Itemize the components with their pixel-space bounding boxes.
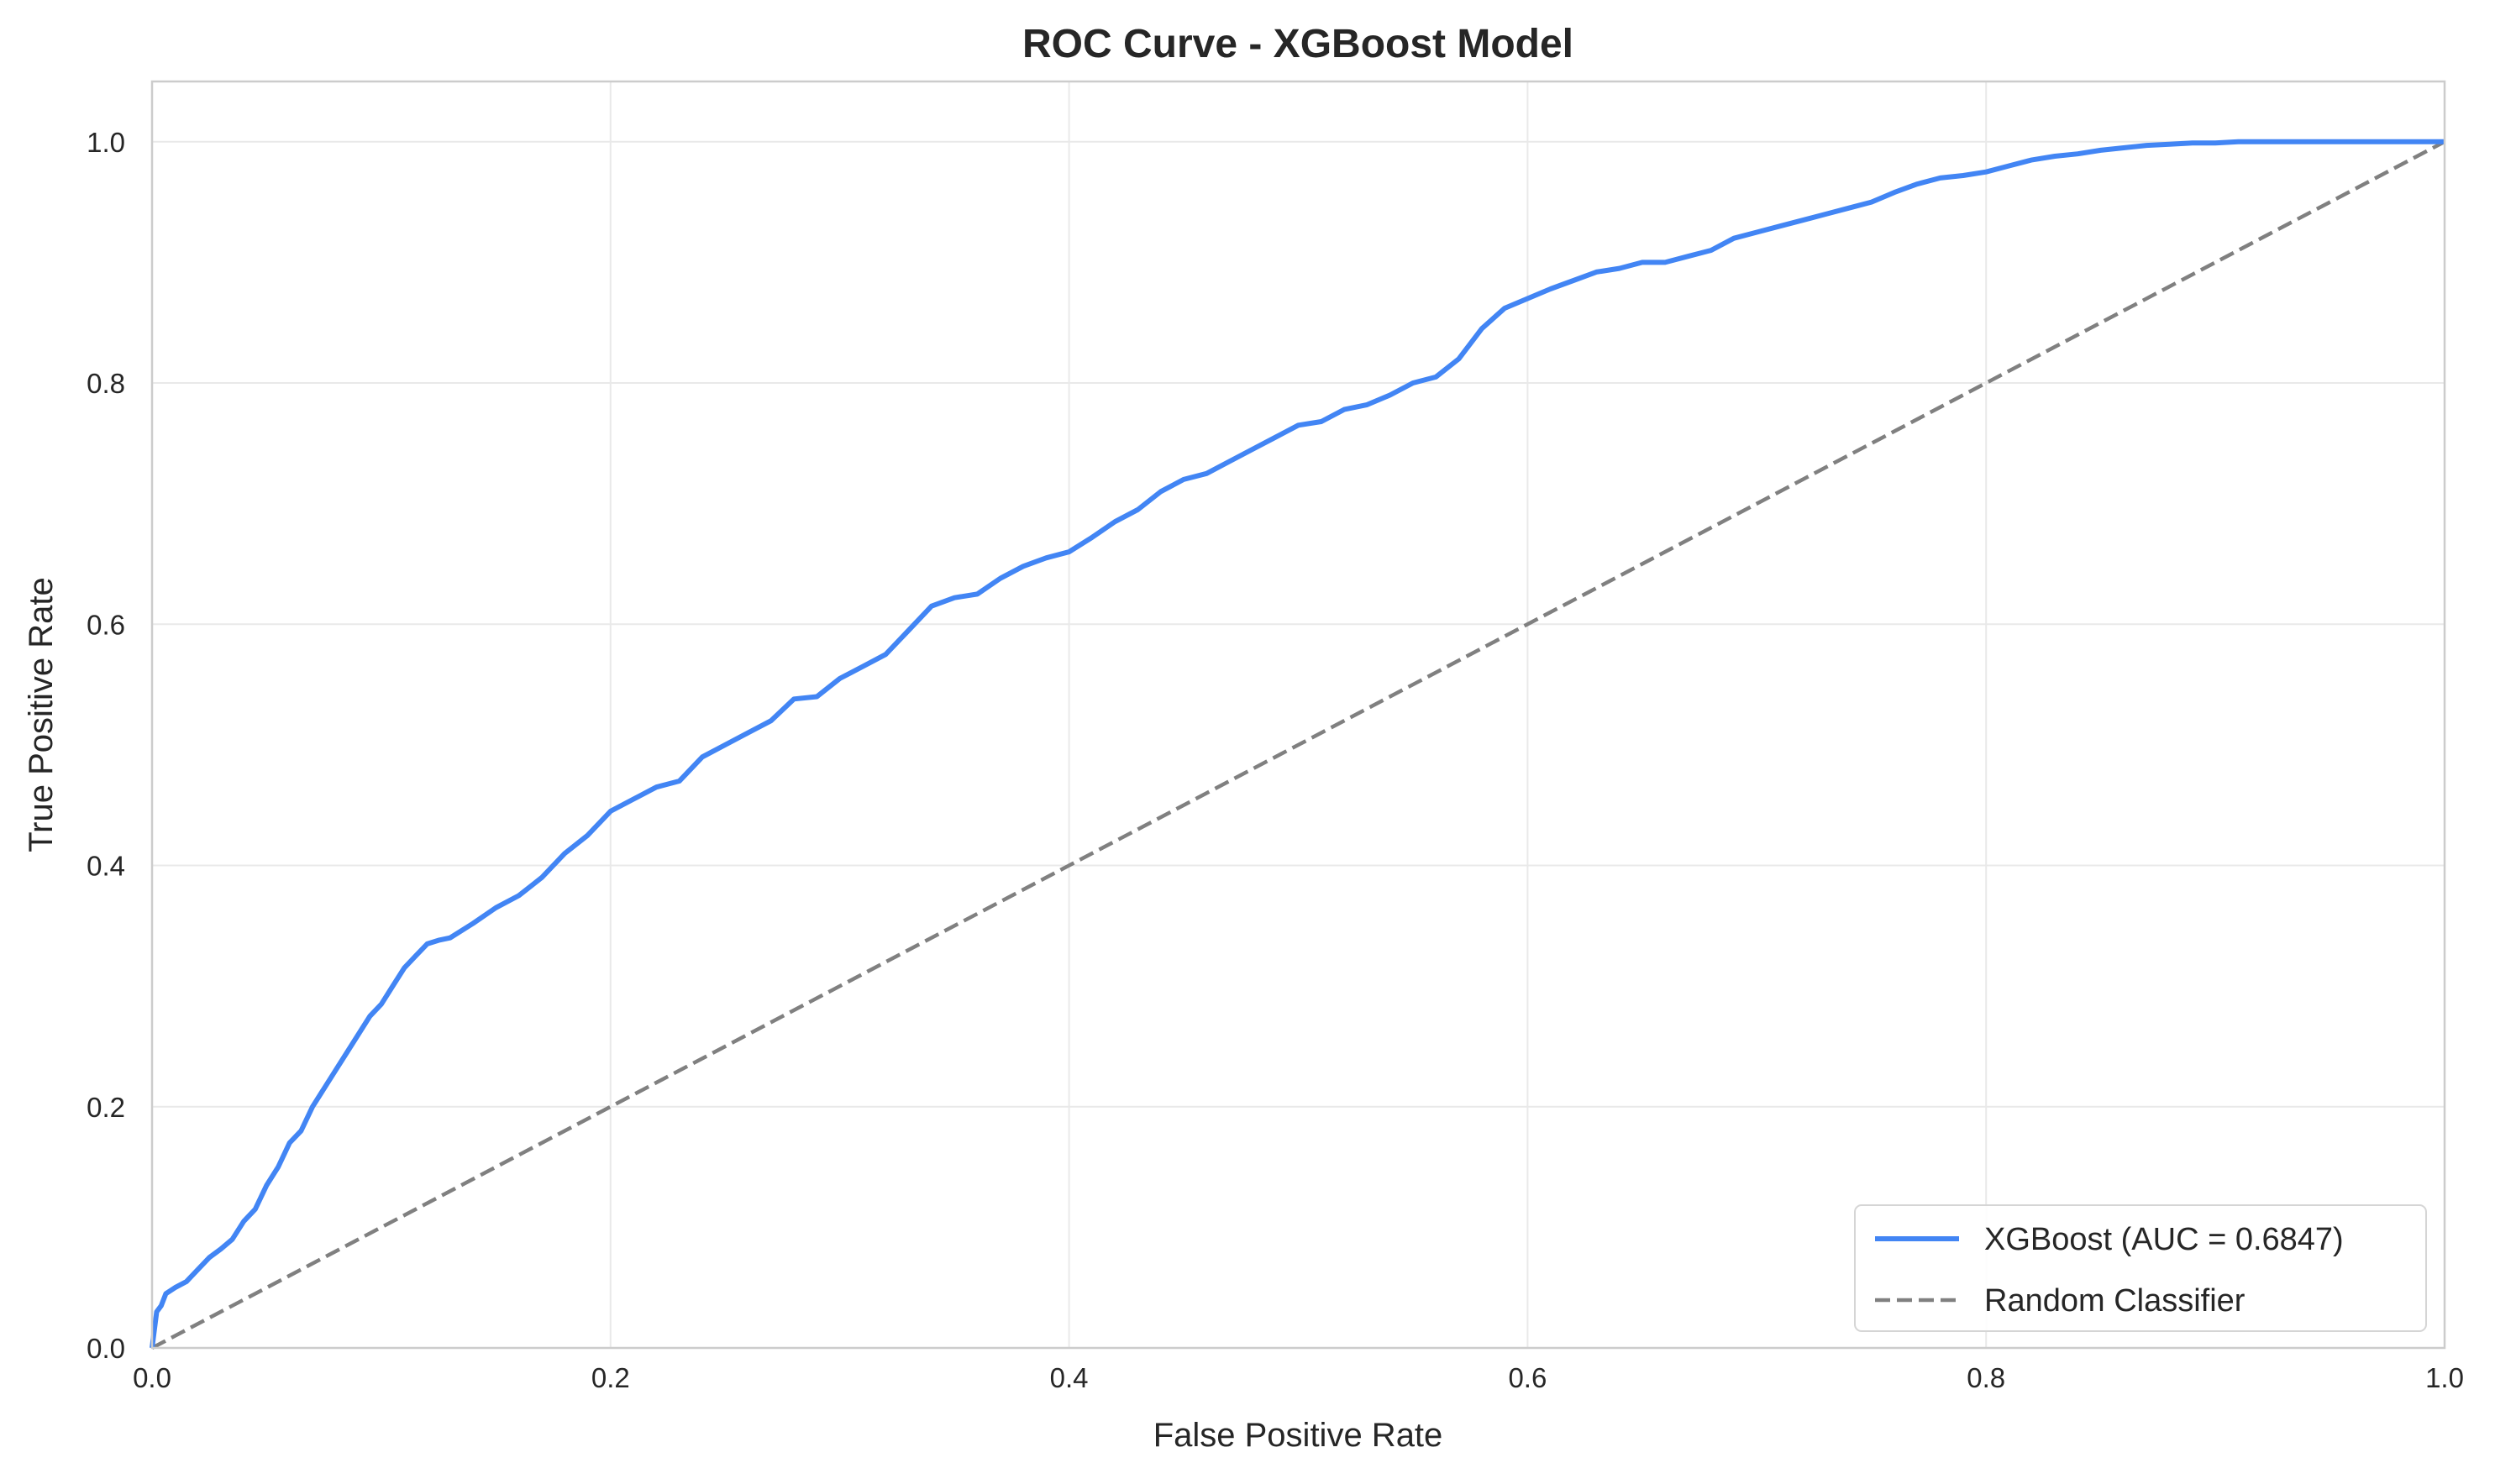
legend-box <box>1854 1204 2427 1332</box>
y-tick-label: 0.8 <box>87 368 125 399</box>
y-tick-label: 1.0 <box>87 127 125 158</box>
y-axis-label: True Positive Rate <box>23 577 60 852</box>
chart-title: ROC Curve - XGBoost Model <box>1022 22 1573 66</box>
y-tick-labels: 0.0 0.2 0.4 0.6 0.8 1.0 <box>87 127 125 1364</box>
x-tick-label: 0.8 <box>1967 1362 2005 1393</box>
x-tick-labels: 0.0 0.2 0.4 0.6 0.8 1.0 <box>133 1362 2464 1393</box>
x-tick-label: 0.4 <box>1050 1362 1089 1393</box>
random-classifier-line <box>150 139 2446 1350</box>
series-layer <box>150 139 2446 1350</box>
x-tick-label: 0.2 <box>591 1362 630 1393</box>
legend-label-xgboost: XGBoost (AUC = 0.6847) <box>1984 1222 2344 1257</box>
legend: XGBoost (AUC = 0.6847) Random Classifier <box>1854 1204 2427 1332</box>
plot-frame <box>150 80 2446 1350</box>
x-axis-label: False Positive Rate <box>1153 1417 1443 1454</box>
y-tick-label: 0.4 <box>87 851 125 882</box>
plot-area <box>152 81 2445 1348</box>
roc-curve-xgboost <box>150 139 2445 1349</box>
y-tick-label: 0.2 <box>87 1092 125 1123</box>
x-tick-label: 0.0 <box>133 1362 171 1393</box>
x-tick-label: 0.6 <box>1508 1362 1547 1393</box>
x-tick-label: 1.0 <box>2425 1362 2464 1393</box>
legend-label-random: Random Classifier <box>1984 1283 2246 1319</box>
y-tick-label: 0.0 <box>87 1333 125 1364</box>
y-tick-label: 0.6 <box>87 609 125 640</box>
